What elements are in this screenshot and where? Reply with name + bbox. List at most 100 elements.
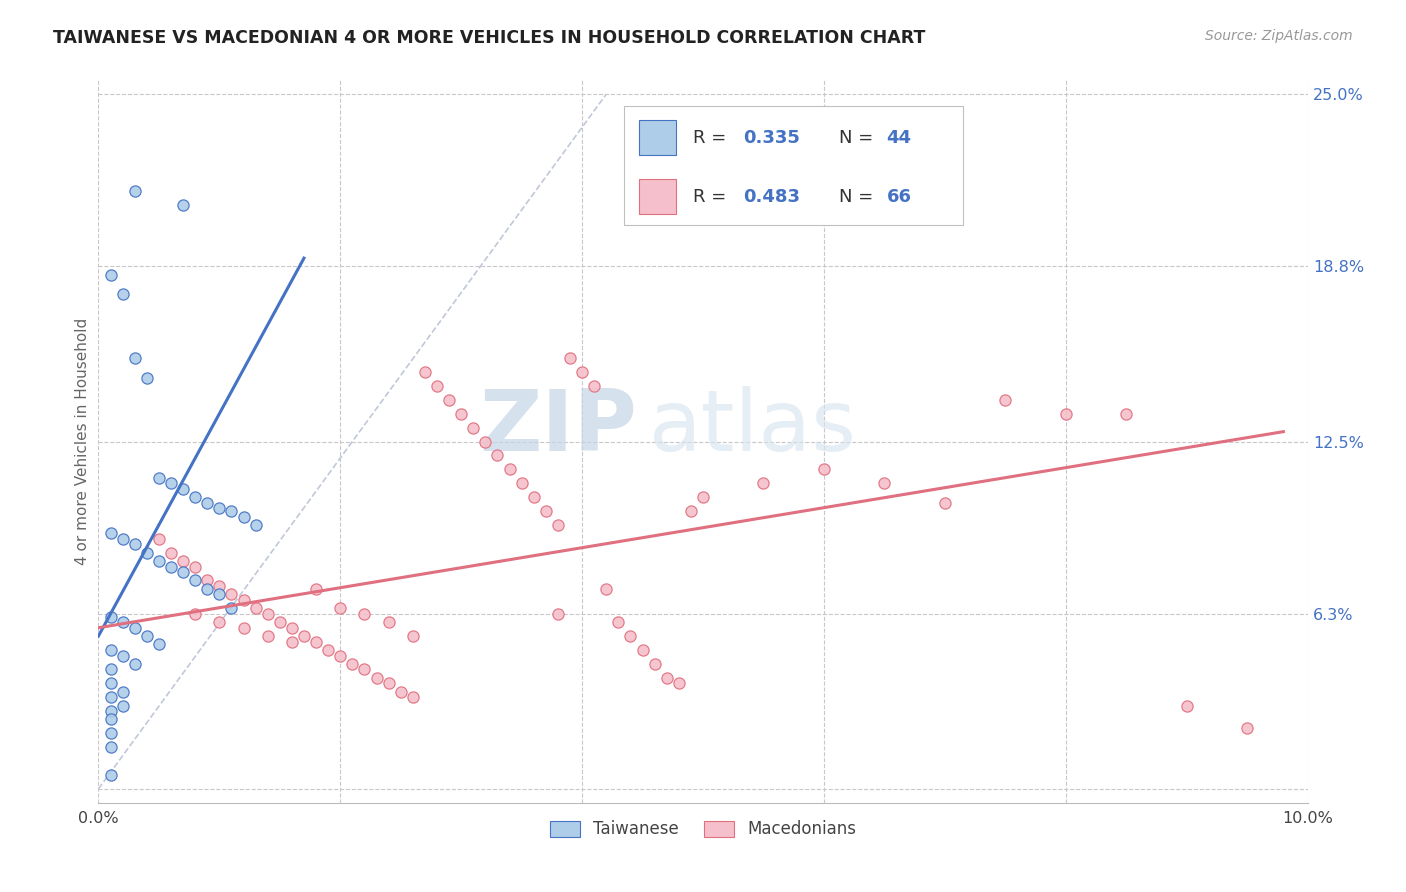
Point — [208, 587, 231, 601]
Point — [1175, 698, 1198, 713]
Point — [305, 634, 328, 648]
Point — [256, 607, 278, 621]
Point — [292, 629, 315, 643]
Point — [195, 496, 218, 510]
Point — [160, 546, 183, 560]
Point — [281, 634, 304, 648]
Point — [221, 504, 243, 518]
Text: R =: R = — [693, 129, 733, 147]
Point — [100, 713, 122, 727]
Point — [111, 532, 134, 546]
Point — [100, 740, 122, 755]
Point — [655, 671, 678, 685]
Point — [595, 582, 617, 596]
Point — [124, 351, 146, 366]
Text: TAIWANESE VS MACEDONIAN 4 OR MORE VEHICLES IN HOUSEHOLD CORRELATION CHART: TAIWANESE VS MACEDONIAN 4 OR MORE VEHICL… — [53, 29, 925, 46]
Point — [124, 537, 146, 551]
Point — [195, 574, 218, 588]
Text: 0.483: 0.483 — [742, 187, 800, 205]
Point — [111, 648, 134, 663]
Point — [135, 629, 157, 643]
Point — [100, 704, 122, 718]
Point — [329, 648, 352, 663]
Point — [172, 554, 194, 568]
FancyBboxPatch shape — [624, 105, 963, 225]
Point — [124, 621, 146, 635]
Point — [100, 768, 122, 782]
Point — [111, 684, 134, 698]
Text: atlas: atlas — [648, 385, 856, 468]
Point — [607, 615, 630, 630]
Point — [184, 490, 207, 504]
Point — [1115, 407, 1137, 421]
Point — [172, 198, 194, 212]
Point — [100, 268, 122, 282]
Text: N =: N = — [839, 187, 879, 205]
Text: R =: R = — [693, 187, 733, 205]
Point — [148, 554, 170, 568]
Point — [547, 607, 569, 621]
Text: N =: N = — [839, 129, 879, 147]
Point — [583, 379, 606, 393]
Point — [148, 532, 170, 546]
Point — [534, 504, 557, 518]
Point — [547, 517, 569, 532]
Point — [232, 509, 254, 524]
Point — [813, 462, 835, 476]
Point — [160, 476, 183, 491]
Point — [316, 643, 339, 657]
Legend: Taiwanese, Macedonians: Taiwanese, Macedonians — [543, 814, 863, 845]
Point — [463, 420, 485, 434]
Point — [426, 379, 449, 393]
Point — [135, 370, 157, 384]
Point — [281, 621, 304, 635]
Point — [486, 449, 509, 463]
Point — [100, 662, 122, 676]
Point — [100, 609, 122, 624]
Point — [184, 607, 207, 621]
Point — [221, 601, 243, 615]
Point — [474, 434, 496, 449]
Point — [934, 496, 956, 510]
Point — [631, 643, 654, 657]
Point — [413, 365, 436, 379]
Point — [377, 676, 399, 690]
Point — [571, 365, 593, 379]
Text: ZIP: ZIP — [479, 385, 637, 468]
Point — [342, 657, 364, 671]
Point — [366, 671, 388, 685]
Point — [510, 476, 533, 491]
Point — [148, 470, 170, 484]
Point — [450, 407, 472, 421]
Point — [256, 629, 278, 643]
Point — [100, 643, 122, 657]
Point — [644, 657, 666, 671]
Point — [148, 637, 170, 651]
Point — [195, 582, 218, 596]
Point — [402, 629, 425, 643]
Point — [305, 582, 328, 596]
Point — [100, 526, 122, 541]
Point — [232, 621, 254, 635]
Point — [752, 476, 775, 491]
Point — [1054, 407, 1077, 421]
Point — [994, 392, 1017, 407]
Point — [668, 676, 690, 690]
Point — [245, 517, 267, 532]
Point — [208, 501, 231, 516]
Point — [679, 504, 702, 518]
FancyBboxPatch shape — [638, 120, 676, 154]
Point — [389, 684, 412, 698]
Point — [221, 587, 243, 601]
Point — [523, 490, 546, 504]
Text: 44: 44 — [887, 129, 911, 147]
Point — [184, 559, 207, 574]
Point — [208, 615, 231, 630]
Point — [873, 476, 896, 491]
Text: 0.335: 0.335 — [742, 129, 800, 147]
Point — [100, 726, 122, 740]
Point — [124, 657, 146, 671]
Point — [498, 462, 520, 476]
Point — [111, 698, 134, 713]
Point — [558, 351, 581, 366]
